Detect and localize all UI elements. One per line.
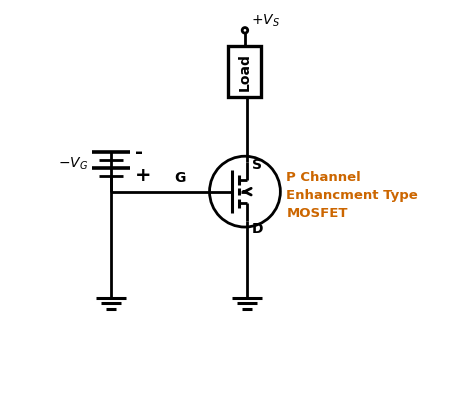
Text: $-V_G$: $-V_G$ (58, 156, 89, 172)
Text: Load: Load (238, 53, 252, 91)
Text: P Channel: P Channel (286, 171, 361, 184)
Bar (228, 46, 262, 97)
Text: $+V_S$: $+V_S$ (251, 12, 280, 29)
Text: +: + (135, 166, 151, 186)
Text: -: - (135, 143, 143, 162)
Text: S: S (252, 158, 262, 172)
Text: D: D (252, 222, 263, 236)
Text: G: G (174, 170, 186, 185)
Text: Enhancment Type: Enhancment Type (286, 189, 418, 202)
Text: MOSFET: MOSFET (286, 207, 348, 220)
